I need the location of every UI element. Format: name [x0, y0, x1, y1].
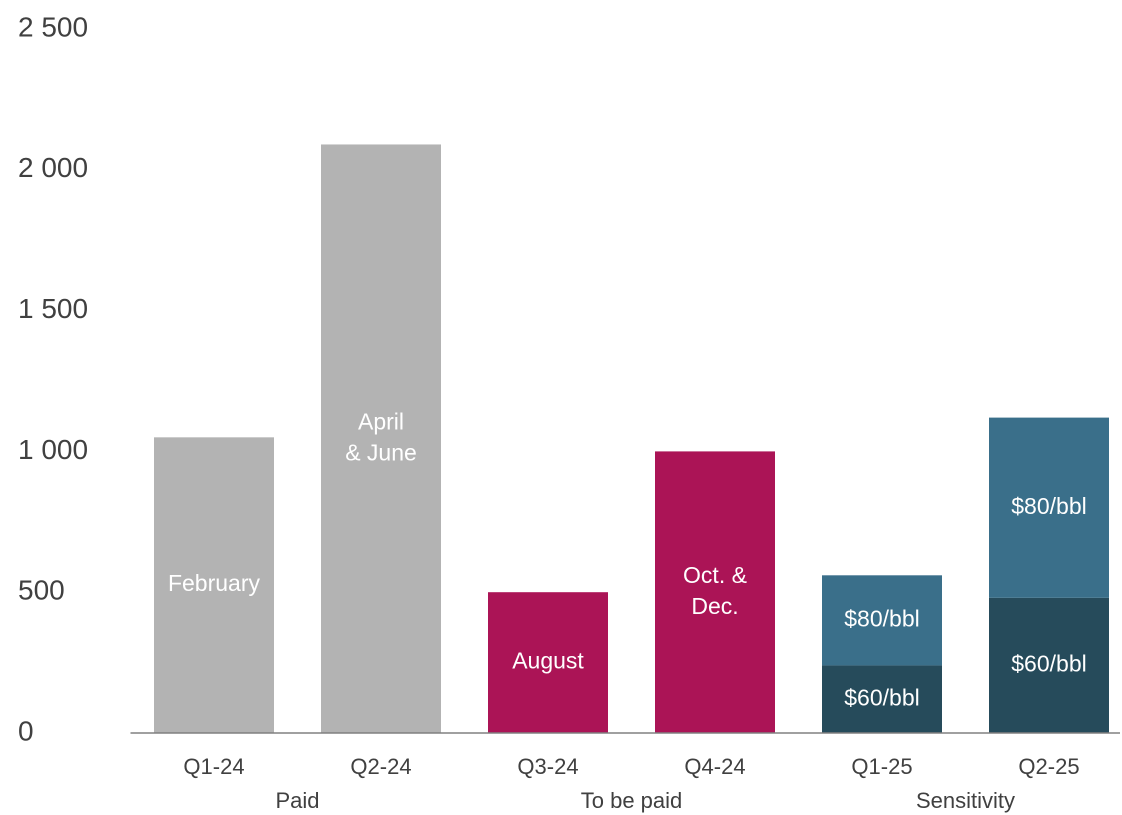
bar-segment — [488, 592, 608, 733]
y-tick-label: 1 000 — [18, 434, 88, 465]
bar-label: February — [168, 570, 261, 596]
bar-segment — [655, 451, 775, 733]
bar-label: April — [358, 408, 404, 434]
bar-segment — [822, 575, 942, 666]
y-tick-label: 2 500 — [18, 11, 88, 42]
bar-segment — [154, 437, 274, 733]
bar-label: & June — [345, 439, 417, 465]
y-tick-label: 1 500 — [18, 293, 88, 324]
x-tick-label: Q3-24 — [517, 754, 578, 779]
y-tick-label: 2 000 — [18, 152, 88, 183]
bar-segment — [989, 597, 1109, 733]
bar-segment — [321, 144, 441, 733]
bar-label: $60/bbl — [844, 684, 919, 710]
bar-segment — [989, 417, 1109, 598]
bar-label: Dec. — [691, 593, 738, 619]
x-tick-label: Q2-25 — [1018, 754, 1079, 779]
x-tick-label: Q1-24 — [183, 754, 244, 779]
x-tick-label: Q1-25 — [851, 754, 912, 779]
group-label: To be paid — [581, 788, 683, 813]
bar-segment — [822, 665, 942, 733]
bar-label: $60/bbl — [1011, 650, 1086, 676]
y-tick-label: 500 — [18, 575, 65, 606]
bar-label: August — [512, 648, 584, 674]
group-label: Sensitivity — [916, 788, 1015, 813]
bar-label: Oct. & — [683, 562, 747, 588]
bar-label: $80/bbl — [844, 605, 919, 631]
x-tick-label: Q2-24 — [350, 754, 411, 779]
x-tick-label: Q4-24 — [684, 754, 745, 779]
y-tick-label: 0 — [18, 715, 34, 746]
bar-label: $80/bbl — [1011, 493, 1086, 519]
group-label: Paid — [275, 788, 319, 813]
